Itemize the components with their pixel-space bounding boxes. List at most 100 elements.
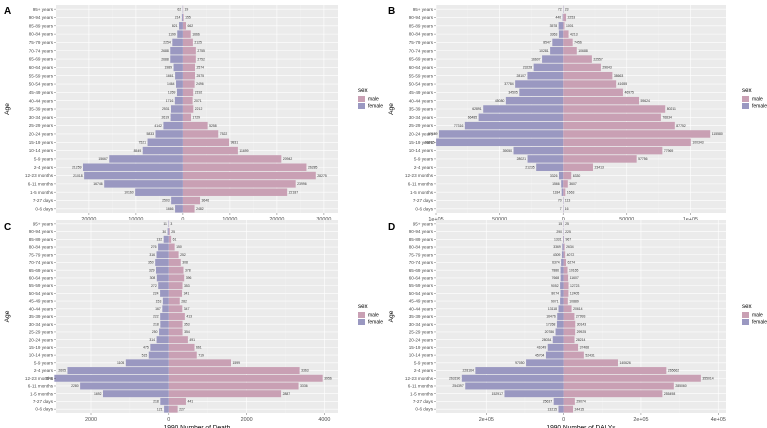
bar-male-3 — [168, 243, 175, 251]
bar-male-22 — [563, 188, 566, 196]
bar-male-22 — [563, 390, 663, 398]
legend-swatch-female — [358, 319, 365, 325]
y-tick-label: 40-44 years — [409, 306, 434, 311]
value-label-male: 29643 — [602, 66, 612, 70]
bar-male-14 — [563, 328, 576, 336]
bar-male-19 — [563, 367, 667, 375]
value-label-female: 440 — [555, 16, 561, 20]
value-label-female: 329 — [149, 268, 155, 272]
legend-label-female: female — [752, 104, 767, 110]
value-label-female: 37784 — [504, 82, 514, 86]
value-label-male: 77969 — [664, 149, 674, 153]
bar-male-1 — [168, 228, 170, 236]
bar-female-23 — [553, 397, 564, 405]
value-label-female: 2943 — [45, 376, 53, 380]
value-label-male: 413 — [186, 315, 192, 319]
value-label-male: 22557 — [593, 57, 603, 61]
bar-male-21 — [563, 180, 568, 188]
bar-male-20 — [563, 171, 572, 180]
bar-female-2 — [563, 235, 564, 243]
value-label-female: 4142 — [154, 124, 162, 128]
value-label-female: 77316 — [454, 124, 464, 128]
bar-male-18 — [182, 155, 282, 163]
value-label-female: 3326 — [550, 174, 558, 178]
legend-label-female: female — [368, 320, 383, 326]
bar-female-1 — [181, 13, 183, 22]
legend-label-male: male — [368, 313, 379, 319]
bar-female-8 — [560, 282, 564, 290]
legend-label-female: female — [752, 320, 767, 326]
y-tick-label: 15-19 years — [409, 345, 434, 350]
bar-male-10 — [182, 88, 194, 97]
bar-male-16 — [563, 138, 691, 147]
y-tick-label: 90-94 years — [29, 229, 54, 234]
bar-female-18 — [125, 359, 169, 367]
y-tick-label: 10-14 years — [29, 353, 54, 358]
value-label-female: 20786 — [545, 330, 555, 334]
bar-female-11 — [505, 96, 564, 105]
value-label-male: 41655 — [618, 82, 628, 86]
bar-female-13 — [170, 113, 183, 122]
bar-female-24 — [175, 205, 183, 213]
value-label-male: 252 — [180, 253, 186, 257]
y-tick-label: 80-84 years — [409, 32, 434, 37]
value-label-female: 132 — [156, 238, 162, 242]
value-label-female: 13118 — [548, 307, 557, 311]
bar-female-7 — [156, 274, 169, 282]
y-tick-label: 10-14 years — [409, 353, 434, 358]
bar-female-12 — [483, 105, 564, 113]
bar-male-14 — [563, 121, 675, 130]
bar-female-3 — [562, 243, 564, 251]
bar-female-3 — [558, 30, 564, 38]
bar-male-8 — [563, 71, 613, 80]
bar-female-9 — [160, 289, 169, 297]
value-label-female: 1692 — [94, 392, 102, 396]
bar-female-2 — [558, 22, 564, 30]
value-label-male: 2887 — [283, 392, 291, 396]
value-label-male: 3363 — [301, 369, 309, 373]
value-label-male: 354 — [184, 330, 190, 334]
value-label-male: 115580 — [712, 132, 723, 136]
value-label-female: 8074 — [551, 292, 559, 296]
bar-female-22 — [504, 390, 564, 398]
bar-female-13 — [160, 320, 169, 328]
value-label-female: 70 — [558, 199, 562, 203]
y-tick-label: 6-11 months — [408, 181, 434, 186]
value-label-male: 29074 — [576, 400, 586, 404]
bar-female-6 — [156, 266, 169, 274]
value-label-male: 80211 — [667, 107, 676, 111]
value-label-male: 967 — [565, 238, 571, 242]
bar-male-22 — [182, 188, 288, 196]
y-tick-label: 65-69 years — [409, 268, 434, 273]
bar-male-17 — [563, 146, 663, 155]
value-label-female: 16607 — [531, 57, 541, 61]
value-label-male: 10889 — [569, 299, 579, 303]
bar-female-13 — [478, 113, 564, 122]
y-tick-label: 65-69 years — [409, 57, 434, 62]
value-label-female: 821 — [172, 24, 178, 28]
bar-male-3 — [563, 30, 569, 38]
value-label-male: 2574 — [196, 66, 204, 70]
value-label-female: 316 — [149, 253, 155, 257]
value-label-male: 23996 — [297, 182, 307, 186]
y-tick-label: 6-11 months — [28, 181, 54, 186]
bar-male-3 — [563, 243, 565, 251]
bar-male-12 — [168, 313, 185, 320]
bar-female-6 — [542, 55, 564, 63]
value-label-female: 97050 — [515, 361, 525, 365]
y-tick-label: 85-89 years — [29, 23, 54, 28]
panel-tag: C — [4, 222, 11, 233]
value-label-female: 1989 — [165, 66, 173, 70]
bar-male-9 — [563, 289, 569, 297]
bar-male-15 — [182, 130, 219, 138]
bar-male-13 — [182, 113, 192, 122]
bar-male-5 — [563, 47, 577, 55]
y-tick-label: 2-4 years — [34, 165, 54, 170]
y-tick-label: 75-79 years — [29, 252, 54, 257]
bar-female-20 — [461, 374, 564, 382]
y-tick-label: 60-64 years — [29, 276, 54, 281]
bar-female-17 — [148, 351, 169, 359]
value-label-male: 100343 — [692, 140, 703, 144]
y-tick-label: 10-14 years — [29, 148, 54, 153]
